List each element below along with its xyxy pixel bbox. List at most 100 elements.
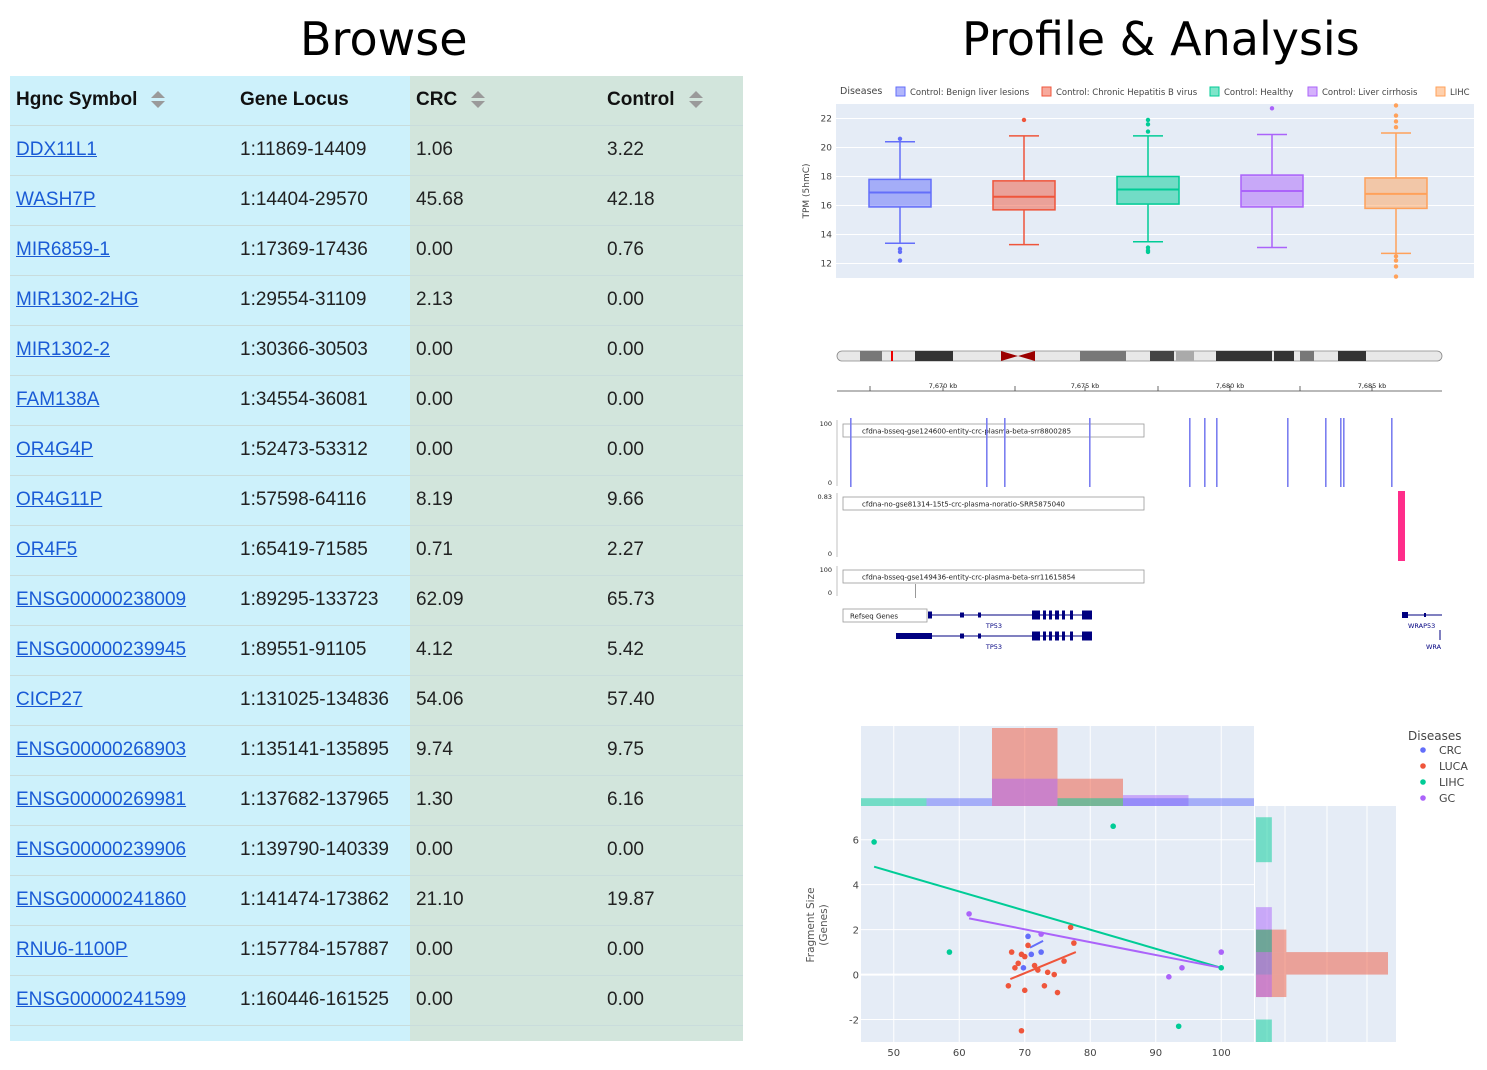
table-cell-partial [10, 1025, 234, 1041]
sort-arrows-icon[interactable] [151, 91, 166, 109]
crc-value-cell: 0.00 [410, 825, 601, 876]
box-outlier-point [1393, 274, 1399, 279]
control-value-cell: 2.27 [601, 525, 743, 576]
track-ymax-label: 0.83 [818, 493, 832, 501]
crc-value-cell: 21.10 [410, 875, 601, 926]
legend-entry: GC [1439, 792, 1456, 805]
table-row: MIR1302-2 1:30366-30503 0.00 0.00 [10, 325, 743, 376]
hgnc-symbol-link[interactable]: ENSG00000241599 [16, 989, 187, 1010]
y-tick-label: 22 [821, 115, 832, 125]
crc-value-cell: 2.13 [410, 275, 601, 326]
hgnc-symbol-link[interactable]: RNU6-1100P [16, 939, 128, 960]
scatter-point-luca [1018, 1027, 1025, 1034]
y-tick-label: 4 [853, 881, 859, 892]
gene-label: WRAP53 [1408, 622, 1435, 630]
table-row: ENSG00000241599 1:160446-161525 0.00 0.00 [10, 975, 743, 1026]
track-signal-bar [1325, 418, 1327, 487]
legend-entry: Control: Healthy [1224, 88, 1293, 98]
hgnc-symbol-link[interactable]: OR4F5 [16, 539, 78, 560]
gene-label: TP53 [985, 622, 1002, 630]
legend-title: Diseases [1408, 729, 1461, 743]
box-outlier-point [1393, 103, 1399, 108]
track-ymin-label: 0 [828, 550, 832, 558]
hgnc-symbol-link[interactable]: MIR6859-1 [16, 239, 110, 260]
box-outlier-point [897, 258, 903, 263]
box-outlier-point [1145, 129, 1151, 134]
legend-swatch [895, 86, 906, 97]
browse-section-title: Browse [300, 12, 468, 66]
hgnc-symbol-cell: ENSG00000268903 [10, 725, 234, 776]
table-row: OR4G11P 1:57598-64116 8.19 9.66 [10, 475, 743, 526]
crc-value-cell: 45.68 [410, 175, 601, 226]
scatter-point-lihc [871, 839, 877, 845]
control-value-cell: 19.87 [601, 875, 743, 926]
hgnc-symbol-link[interactable]: ENSG00000241860 [16, 889, 187, 910]
wrap53-gene-exon [1424, 613, 1426, 617]
box-outlier-point [897, 249, 903, 255]
hgnc-symbol-link[interactable]: ENSG00000268903 [16, 739, 187, 760]
box-outlier-point [1021, 117, 1027, 123]
track-signal-bar [915, 584, 916, 598]
hgnc-symbol-link[interactable]: MIR1302-2HG [16, 289, 139, 310]
scatter-plot-area [861, 806, 1254, 1042]
tp53-gene-exon [896, 633, 932, 639]
scatter-point-gc [1218, 949, 1225, 955]
right-histogram-area [1255, 806, 1396, 1042]
table-row: OR4G4P 1:52473-53312 0.00 0.00 [10, 425, 743, 476]
hgnc-symbol-link[interactable]: CICP27 [16, 689, 83, 710]
scatter-point-gc [1179, 965, 1185, 971]
top-histogram-bar [926, 798, 992, 806]
trendline-crc [1029, 939, 1044, 949]
legend-marker [1420, 779, 1426, 785]
tp53-gene-exon [960, 612, 964, 618]
sort-arrows-icon[interactable] [471, 91, 486, 109]
wrap53-gene-exon [1402, 612, 1408, 618]
crc-value-cell: 0.00 [410, 375, 601, 426]
tp53-gene-exon [1049, 631, 1052, 641]
hgnc-symbol-cell: ENSG00000241599 [10, 975, 234, 1026]
scatter-point-luca [1067, 924, 1074, 931]
x-tick-label: 100 [1212, 1048, 1231, 1059]
column-header-control[interactable]: Control [601, 76, 743, 126]
column-header-hgnc-symbol[interactable]: Hgnc Symbol [10, 76, 234, 126]
hgnc-symbol-link[interactable]: ENSG00000238009 [16, 589, 187, 610]
table-row-partial [10, 1025, 743, 1041]
top-histogram-bar [992, 778, 1058, 806]
ideogram-band [1216, 351, 1272, 361]
scatter-point-luca [1031, 962, 1038, 969]
right-histogram-bar [1256, 952, 1388, 975]
scatter-point-luca [1051, 971, 1058, 978]
control-value-cell: 42.18 [601, 175, 743, 226]
crc-value-cell: 0.00 [410, 225, 601, 276]
control-value-cell: 0.00 [601, 325, 743, 376]
table-cell-partial [234, 1025, 410, 1041]
control-value-cell: 0.00 [601, 925, 743, 976]
refseq-track-label: Refseq Genes [850, 613, 898, 621]
hgnc-symbol-link[interactable]: WASH7P [16, 189, 96, 210]
hgnc-symbol-link[interactable]: FAM138A [16, 389, 100, 410]
hgnc-symbol-link[interactable]: ENSG00000239945 [16, 639, 187, 660]
hgnc-symbol-link[interactable]: OR4G4P [16, 439, 94, 460]
hgnc-symbol-link[interactable]: OR4G11P [16, 489, 103, 510]
ideogram-band [915, 351, 953, 361]
column-header-crc[interactable]: CRC [410, 76, 601, 126]
hgnc-symbol-link[interactable]: DDX11L1 [16, 139, 97, 160]
control-value-cell: 0.00 [601, 825, 743, 876]
scatter-point-lihc [1110, 823, 1116, 830]
scatter-point-lihc [1218, 965, 1225, 971]
y-tick-label: 12 [821, 260, 832, 270]
legend-entry: LUCA [1439, 760, 1468, 773]
hgnc-symbol-link[interactable]: ENSG00000239906 [16, 839, 187, 860]
table-row: DDX11L1 1:11869-14409 1.06 3.22 [10, 125, 743, 176]
gene-locus-cell: 1:11869-14409 [234, 125, 410, 176]
box-outlier-point [1393, 264, 1399, 269]
track-name-label: cfdna-no-gse81314-15t5-crc-plasma-norati… [862, 501, 1065, 509]
tp53-gene-exon [978, 612, 981, 618]
hgnc-symbol-link[interactable]: ENSG00000269981 [16, 789, 187, 810]
sort-arrows-icon[interactable] [688, 91, 703, 109]
gene-locus-cell: 1:57598-64116 [234, 475, 410, 526]
control-value-cell: 3.22 [601, 125, 743, 176]
box-outlier-point [1145, 117, 1151, 123]
hgnc-symbol-link[interactable]: MIR1302-2 [16, 339, 110, 360]
crc-value-cell: 54.06 [410, 675, 601, 726]
